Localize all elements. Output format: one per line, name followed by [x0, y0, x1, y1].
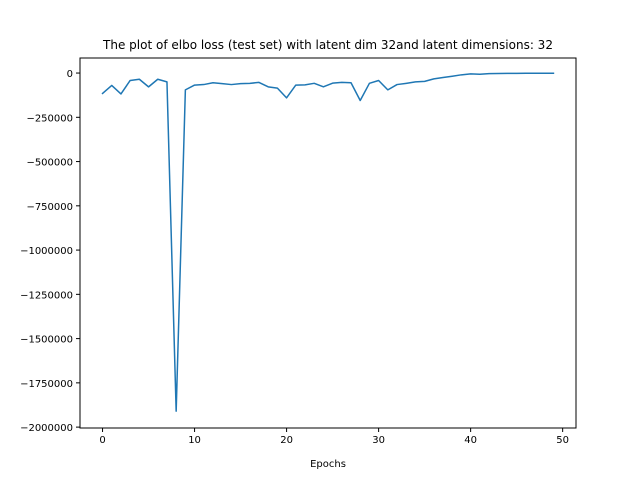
x-tick-label: 20 [280, 435, 293, 446]
chart-title: The plot of elbo loss (test set) with la… [102, 38, 553, 52]
y-tick-label: −500000 [26, 158, 73, 169]
y-tick-label: −1250000 [20, 290, 73, 301]
y-tick-label: −1000000 [20, 246, 73, 257]
x-tick-label: 40 [464, 435, 477, 446]
y-axis: 0 −250000 −500000 −750000 −1000000 −1250000 −1… [20, 69, 80, 434]
y-tick-label: 0 [67, 69, 73, 80]
x-tick-label: 0 [99, 435, 105, 446]
y-tick-label: −1750000 [20, 379, 73, 390]
x-tick-label: 30 [372, 435, 385, 446]
y-tick-label: −250000 [26, 113, 73, 124]
y-tick-label: −2000000 [20, 423, 73, 434]
series-line [101, 72, 555, 412]
x-axis: 0 10 20 30 40 50 [99, 428, 569, 446]
x-tick-label: 10 [188, 435, 201, 446]
series-layer [101, 72, 555, 412]
x-tick-label: 50 [556, 435, 569, 446]
plot-area-frame [79, 57, 577, 429]
x-axis-label: Epochs [310, 459, 346, 470]
y-tick-label: −750000 [26, 202, 73, 213]
y-tick-label: −1500000 [20, 335, 73, 346]
